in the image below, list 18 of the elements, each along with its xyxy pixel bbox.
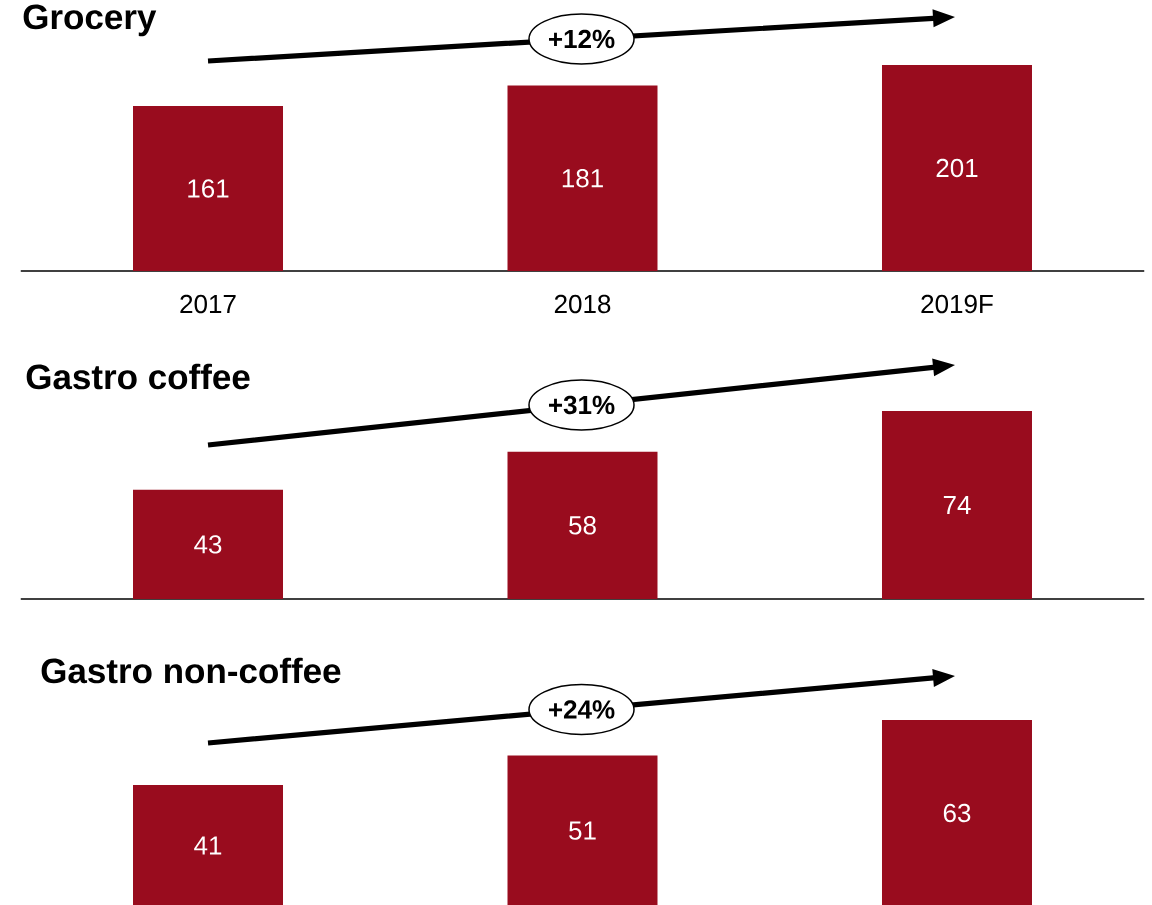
x-tick-label: 2018 [554, 294, 611, 314]
chart-title: Gastro coffee [26, 363, 250, 390]
text: +24% [548, 700, 615, 719]
data-label: 41 [194, 836, 222, 855]
annotation: +31% [548, 395, 615, 415]
chart-title: Grocery [23, 4, 157, 37]
text: +12% [548, 29, 615, 49]
data-label: 201 [936, 158, 978, 178]
x-tick-label: 2017 [180, 294, 236, 314]
data-label: 58 [569, 516, 596, 535]
data-label: 63 [943, 803, 971, 823]
data-label: 51 [569, 821, 596, 840]
data-label: 181 [562, 169, 603, 188]
chart-title: Gastro non-coffee [41, 657, 341, 684]
data-label: 74 [943, 496, 971, 514]
data-label: 43 [194, 535, 222, 554]
x-tick-label: 2019F [921, 294, 993, 314]
data-label: 161 [188, 179, 229, 198]
